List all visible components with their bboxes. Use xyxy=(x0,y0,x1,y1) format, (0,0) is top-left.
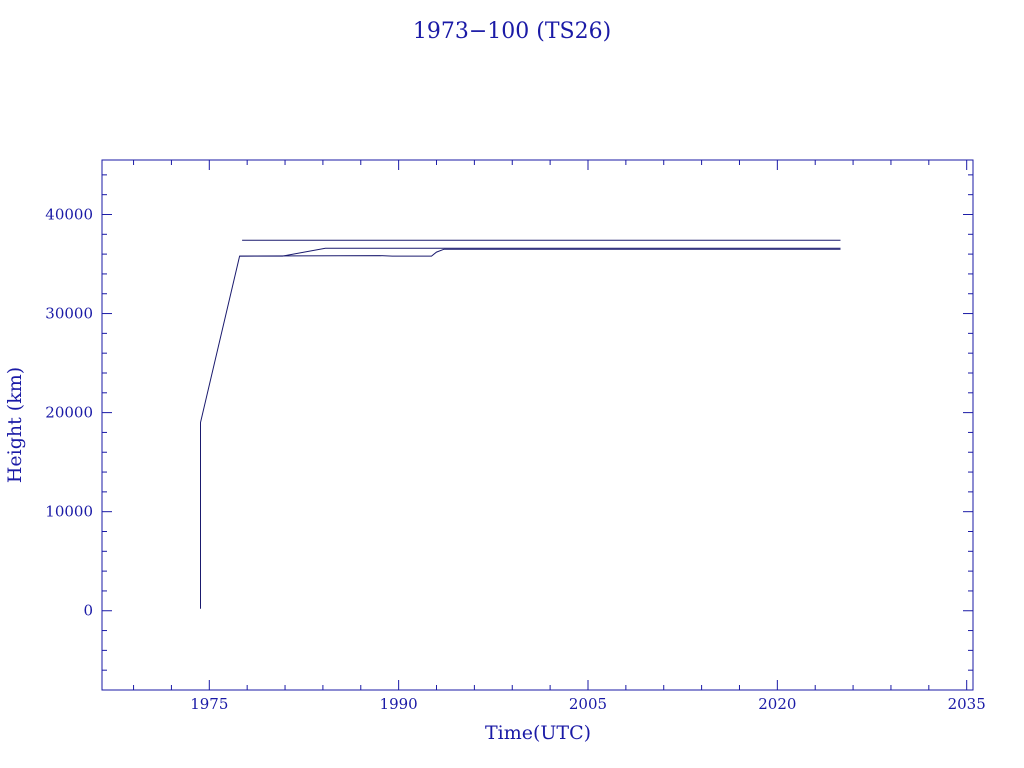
y-tick-label: 30000 xyxy=(45,305,93,323)
series-line-2 xyxy=(239,248,841,257)
axis-ticks xyxy=(102,160,973,690)
x-axis-label: Time(UTC) xyxy=(485,722,591,744)
y-tick-label: 20000 xyxy=(45,404,93,422)
x-tick-label: 2035 xyxy=(948,695,986,713)
y-tick-label: 40000 xyxy=(45,205,93,223)
tick-labels: 1975 1990 2005 2020 2035 0 10000 20000 30000 4000… xyxy=(45,205,986,713)
plot-frame xyxy=(101,159,974,691)
data-series xyxy=(200,239,841,609)
x-tick-label: 1990 xyxy=(380,695,418,713)
x-tick-label: 2005 xyxy=(569,695,607,713)
y-axis-label: Height (km) xyxy=(4,367,26,483)
x-tick-label: 2020 xyxy=(758,695,796,713)
chart-title: 1973−100 (TS26) xyxy=(413,19,611,44)
x-tick-label: 1975 xyxy=(190,695,228,713)
y-tick-label: 10000 xyxy=(45,503,93,521)
y-tick-label: 0 xyxy=(83,602,93,620)
series-line-1 xyxy=(200,247,841,609)
